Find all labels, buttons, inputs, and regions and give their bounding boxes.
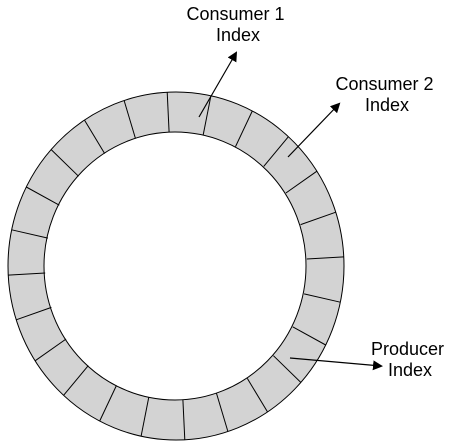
consumer2-label-line1: Consumer 2 [335,74,433,94]
ring-segment-divider [140,397,150,437]
ring-segment-divider [300,211,336,226]
ring-segment-divider [26,186,60,206]
ring-segment-divider [99,385,117,422]
ring-segment-divider [16,306,52,321]
ring-segment-divider [8,272,46,276]
ring-segment-divider [11,229,49,239]
producer-label-line1: Producer [371,339,444,359]
producer-label: Producer Index [371,339,449,380]
ring-segment-dividers [8,92,344,440]
ring-segment-divider [216,393,229,432]
ring-segment-divider [235,110,253,147]
producer-index-arrow [289,357,383,371]
ring-segment-divider [306,256,344,260]
consumer2-label-line2: Index [365,95,409,115]
ring-segment-divider [273,355,302,383]
ring-segment-divider [285,170,318,194]
consumer2-label: Consumer 2 Index [335,74,438,115]
consumer1-label-line1: Consumer 1 [186,4,284,24]
ring-segment-divider [50,149,79,177]
producer-label-line2: Index [388,360,432,380]
ring-segment-divider [303,293,341,303]
ring-segment-divider [84,119,106,154]
consumer1-label-line2: Index [216,25,260,45]
consumer2-index-arrow [287,102,341,158]
ring-segment-divider [246,378,268,413]
ring-buffer [7,91,345,441]
ring-segment-divider [182,399,186,440]
ring-segment-divider [202,95,212,135]
consumer1-label: Consumer 1 Index [186,4,289,45]
consumer1-index-arrow [198,51,238,118]
ring-segment-divider [123,100,136,139]
ring-segment-divider [263,136,289,167]
ring-segment-divider [166,92,170,133]
ring-segment-divider [292,326,326,346]
ring-segment-divider [34,338,67,362]
ring-segment-divider [63,365,89,396]
